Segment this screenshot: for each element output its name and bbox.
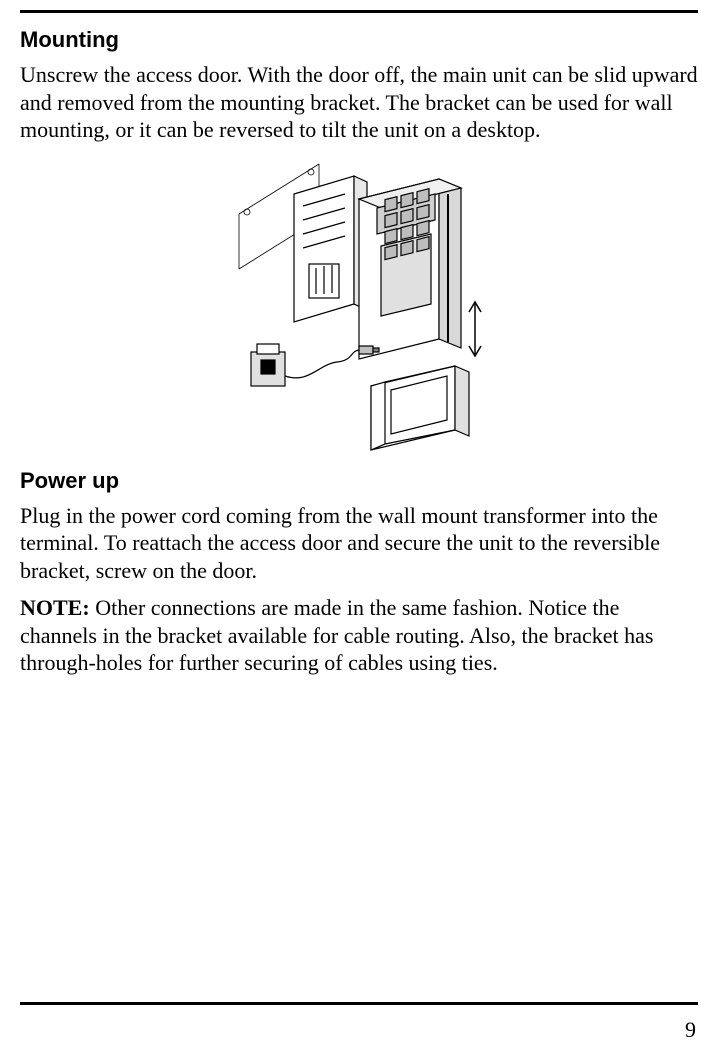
document-page: Mounting Unscrew the access door. With t… [0,0,718,1055]
paragraph-mounting: Unscrew the access door. With the door o… [20,61,698,144]
mounting-diagram [199,154,519,454]
top-rule [20,10,698,13]
paragraph-powerup: Plug in the power cord coming from the w… [20,502,698,585]
page-number: 9 [685,1017,696,1043]
heading-mounting: Mounting [20,27,698,53]
paragraph-note: NOTE: Other connections are made in the … [20,594,698,677]
heading-powerup: Power up [20,468,698,494]
note-body: Other connections are made in the same f… [20,595,653,675]
bottom-rule [20,1002,698,1005]
note-label: NOTE: [20,595,90,620]
